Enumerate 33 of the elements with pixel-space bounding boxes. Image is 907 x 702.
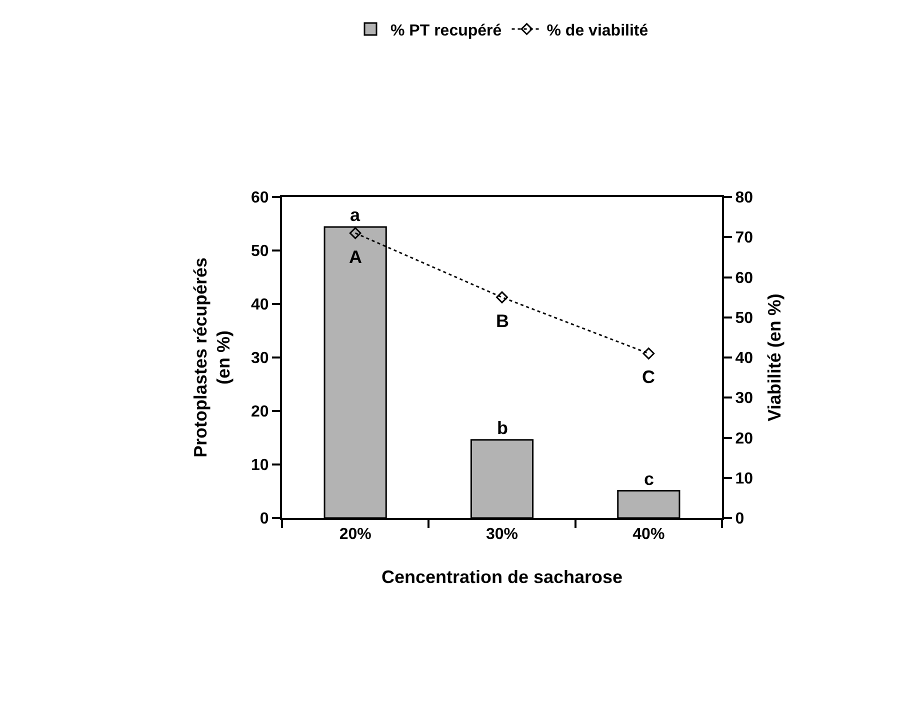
annotation: B xyxy=(496,311,509,331)
point xyxy=(349,227,362,240)
legend-label: % de viabilité xyxy=(546,22,648,40)
x-tick-label: 20% xyxy=(339,526,372,544)
y-tick-label: 30 xyxy=(251,350,269,368)
x-tick-label: 40% xyxy=(632,526,665,544)
annotation: A xyxy=(349,247,362,267)
annotation: c xyxy=(644,469,654,489)
y-tick-label: 40 xyxy=(251,296,269,314)
x-tick-label: 30% xyxy=(486,526,518,544)
legend-label: % PT recupéré xyxy=(390,22,502,40)
y-tick-label: 50 xyxy=(251,243,269,260)
y2-tick-label: 70 xyxy=(735,230,754,247)
y2-axis-title: Viabilité (en %) xyxy=(764,294,785,422)
y-tick-label: 20 xyxy=(251,404,269,421)
annotation: C xyxy=(642,367,655,387)
annotation: b xyxy=(497,418,508,438)
annotation: a xyxy=(350,205,361,225)
point xyxy=(642,348,655,360)
point xyxy=(496,291,508,304)
y2-tick-label: 60 xyxy=(735,270,754,287)
y-tick-label: 0 xyxy=(260,510,269,528)
x-axis-title: Cencentration de sacharose xyxy=(381,566,623,587)
y2-tick-label: 0 xyxy=(735,510,744,528)
y-tick-label: 60 xyxy=(251,190,269,207)
y-axis-title: Protoplastes récupérés (en %) xyxy=(190,257,234,458)
y2-tick-label: 30 xyxy=(735,390,754,408)
y2-tick-label: 50 xyxy=(735,310,754,327)
y2-tick-label: 40 xyxy=(735,350,754,368)
y2-tick-label: 10 xyxy=(735,470,754,488)
y2-tick-label: 20 xyxy=(735,430,754,448)
y-tick-label: 10 xyxy=(251,457,269,474)
y2-tick-label: 80 xyxy=(735,190,754,207)
